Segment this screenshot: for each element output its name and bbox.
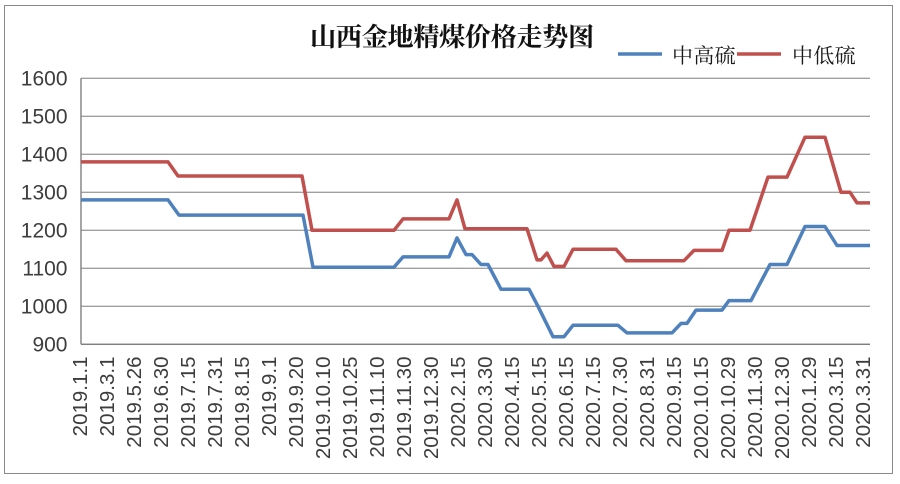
svg-text:2020.2.15: 2020.2.15	[447, 357, 470, 448]
svg-text:2019.9.20: 2019.9.20	[285, 357, 308, 448]
svg-text:900: 900	[32, 334, 67, 357]
svg-text:2019.8.15: 2019.8.15	[231, 357, 254, 448]
svg-text:2020.3.15: 2020.3.15	[825, 357, 848, 448]
svg-text:2020.10.15: 2020.10.15	[690, 357, 713, 460]
svg-text:2020.10.29: 2020.10.29	[717, 357, 740, 460]
svg-text:2019.5.26: 2019.5.26	[123, 357, 146, 448]
svg-text:2020.3.31: 2020.3.31	[852, 357, 875, 448]
svg-text:1200: 1200	[21, 220, 68, 243]
svg-text:1500: 1500	[21, 106, 68, 129]
svg-text:2019.1.1: 2019.1.1	[69, 357, 92, 437]
svg-text:2020.9.15: 2020.9.15	[663, 357, 686, 448]
svg-text:1400: 1400	[21, 144, 68, 167]
svg-text:2019.10.10: 2019.10.10	[312, 357, 335, 460]
svg-text:1000: 1000	[21, 296, 68, 319]
svg-text:2019.10.25: 2019.10.25	[339, 357, 362, 460]
svg-text:2020.12.30: 2020.12.30	[771, 357, 794, 460]
svg-text:2020.7.30: 2020.7.30	[609, 357, 632, 448]
svg-text:1300: 1300	[21, 182, 68, 205]
svg-text:2020.5.15: 2020.5.15	[528, 357, 551, 448]
svg-text:1600: 1600	[21, 68, 68, 91]
svg-text:2019.11.10: 2019.11.10	[366, 357, 389, 458]
svg-text:2019.6.30: 2019.6.30	[150, 357, 173, 448]
svg-text:2019.3.1: 2019.3.1	[96, 357, 119, 437]
svg-text:2020.3.30: 2020.3.30	[474, 357, 497, 448]
svg-text:2020.11.30: 2020.11.30	[744, 357, 767, 458]
svg-text:2020.8.31: 2020.8.31	[636, 357, 659, 448]
svg-text:2019.7.31: 2019.7.31	[204, 357, 227, 448]
svg-text:1100: 1100	[22, 258, 67, 281]
svg-text:2019.7.15: 2019.7.15	[177, 357, 200, 448]
svg-text:2019.9.1: 2019.9.1	[258, 357, 281, 437]
svg-text:2020.7.15: 2020.7.15	[582, 357, 605, 448]
svg-text:2020.4.15: 2020.4.15	[501, 357, 524, 448]
svg-text:2019.12.30: 2019.12.30	[420, 357, 443, 460]
svg-text:2019.11.30: 2019.11.30	[393, 357, 416, 458]
svg-text:2020.1.29: 2020.1.29	[798, 357, 821, 448]
svg-text:2020.6.15: 2020.6.15	[555, 357, 578, 448]
